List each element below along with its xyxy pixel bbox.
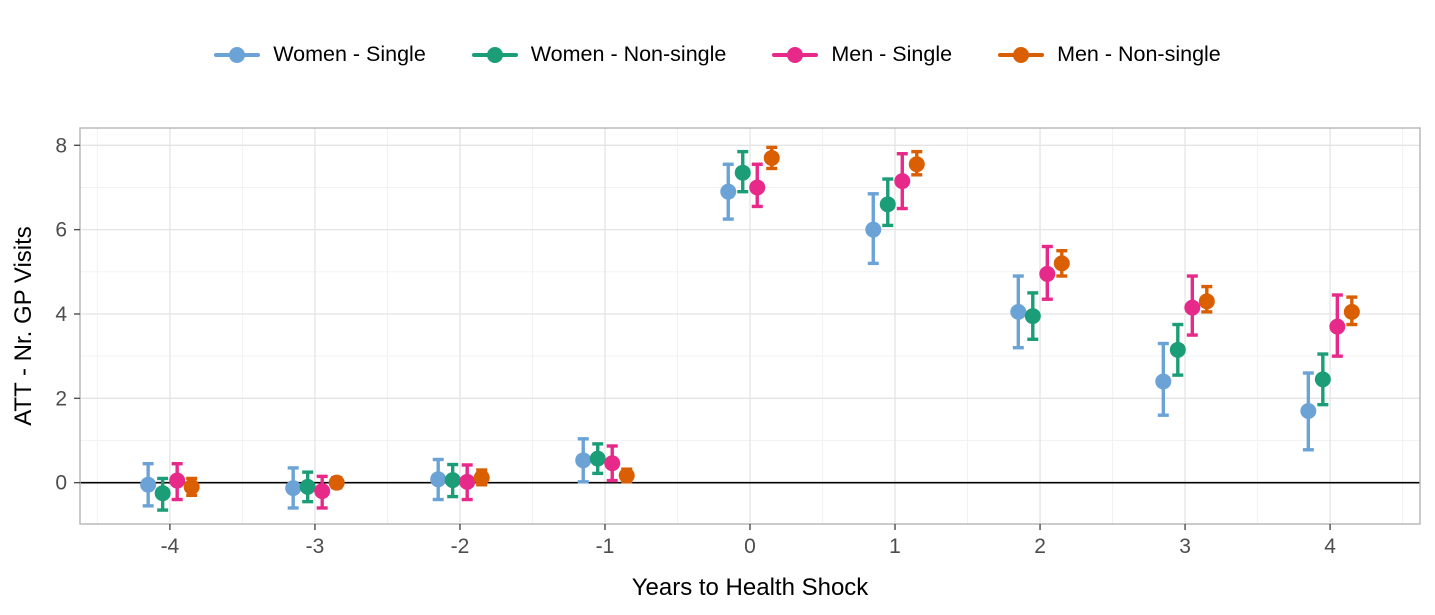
data-point: [763, 149, 780, 166]
x-tick-label: -2: [451, 535, 470, 558]
data-point: [1343, 303, 1360, 320]
legend-item-men-single: Men - Single: [772, 42, 952, 67]
legend-label: Women - Single: [273, 42, 426, 66]
legend-key-icon: [998, 45, 1045, 65]
data-point: [1329, 318, 1346, 335]
data-point: [879, 196, 896, 213]
y-tick-label: 8: [55, 134, 67, 157]
legend-key-icon: [214, 45, 261, 65]
legend-item-women-single: Women - Single: [214, 42, 426, 67]
data-point: [908, 156, 925, 173]
x-tick-label: -1: [596, 535, 615, 558]
data-point: [183, 478, 200, 495]
x-tick-label: 4: [1324, 535, 1336, 558]
data-point: [1053, 255, 1070, 272]
data-point: [749, 179, 766, 196]
legend-label: Women - Non-single: [530, 42, 727, 66]
data-point: [1300, 402, 1317, 419]
legend-item-men-non-single: Men - Non-single: [998, 42, 1221, 67]
legend-item-women-non-single: Women - Non-single: [471, 42, 727, 67]
x-tick-label: 0: [744, 535, 756, 558]
data-point: [734, 164, 751, 181]
data-point: [314, 483, 331, 500]
data-point: [604, 455, 621, 472]
x-tick-label: 2: [1034, 535, 1046, 558]
data-point: [430, 471, 447, 488]
data-point: [154, 485, 171, 502]
y-tick-label: 0: [55, 472, 67, 495]
data-point: [1039, 265, 1056, 282]
data-point: [1024, 308, 1041, 325]
data-point: [618, 467, 635, 484]
y-tick-label: 4: [55, 303, 67, 326]
data-point: [1169, 341, 1186, 358]
y-tick-label: 6: [55, 219, 67, 242]
data-point: [589, 450, 606, 467]
x-tick-label: -3: [306, 535, 325, 558]
legend-key-icon: [471, 45, 518, 65]
data-point: [328, 474, 345, 491]
x-tick-label: -4: [161, 535, 180, 558]
data-point: [894, 173, 911, 190]
data-point: [473, 469, 490, 486]
legend: Women - Single Women - Non-single Men - Si…: [0, 42, 1435, 67]
x-axis-title: Years to Health Shock: [631, 574, 869, 601]
data-point: [169, 472, 186, 489]
data-point: [1314, 371, 1331, 388]
x-tick-label: 1: [889, 535, 901, 558]
data-point: [720, 183, 737, 200]
legend-label: Men - Non-single: [1057, 42, 1221, 66]
data-point: [444, 472, 461, 489]
y-axis-title: ATT - Nr. GP Visits: [10, 226, 37, 426]
legend-key-icon: [772, 45, 819, 65]
data-point: [299, 478, 316, 495]
data-point: [140, 476, 157, 493]
x-tick-label: 3: [1179, 535, 1191, 558]
data-point: [1155, 373, 1172, 390]
data-point: [285, 480, 302, 497]
data-point: [1184, 299, 1201, 316]
data-point: [459, 473, 476, 490]
legend-label: Men - Single: [831, 42, 953, 66]
data-point: [575, 452, 592, 469]
data-point: [1010, 303, 1027, 320]
data-point: [1198, 293, 1215, 310]
y-tick-label: 2: [55, 387, 67, 410]
data-point: [865, 221, 882, 238]
